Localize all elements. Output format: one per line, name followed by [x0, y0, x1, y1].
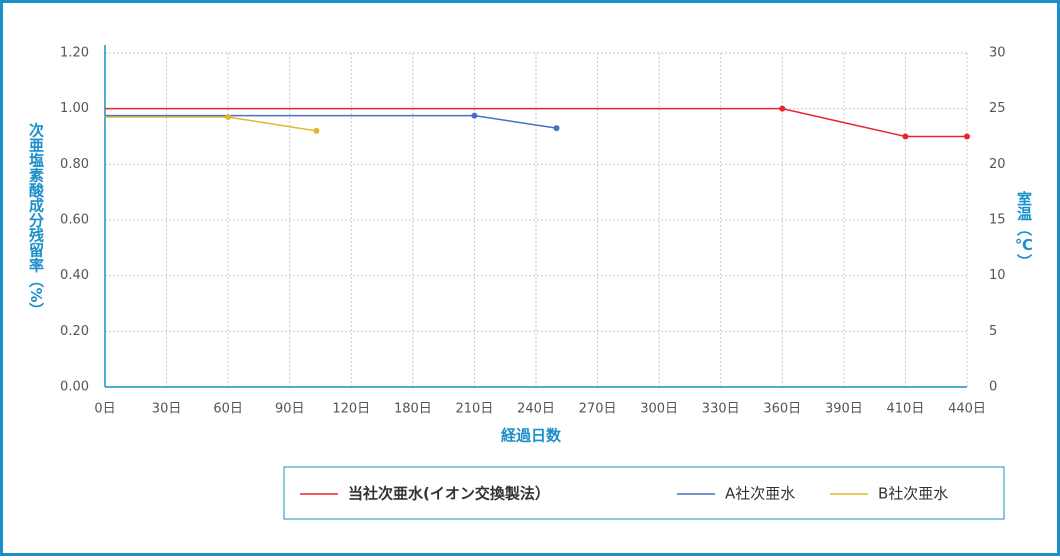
x-tick-label: 0日 [94, 402, 115, 417]
y2-tick-label: 25 [989, 101, 1006, 116]
x-tick-label: 180日 [394, 402, 432, 417]
legend-box [283, 466, 1005, 520]
x-tick-label: 390日 [825, 402, 863, 417]
y-tick-label: 1.20 [60, 46, 89, 61]
point [779, 105, 786, 112]
y2-tick-label: 10 [989, 268, 1006, 283]
y2-axis-title: 室温（℃） [1015, 190, 1033, 269]
series-line [105, 107, 967, 138]
point [225, 114, 232, 121]
y-axis-title: 次亜塩素酸成分残留率（%） [27, 122, 45, 318]
legend-label: 当社次亜水(イオン交換製法） [348, 485, 550, 503]
y-tick-label: 0.60 [60, 213, 89, 228]
y2-tick-label: 0 [989, 380, 997, 395]
x-tick-label: 60日 [213, 402, 243, 417]
y2-tick-label: 15 [989, 213, 1006, 228]
point [553, 125, 560, 132]
x-tick-label: 440日 [948, 402, 986, 417]
y-tick-label: 0.20 [60, 324, 89, 339]
legend-label: B社次亜水 [878, 485, 948, 503]
x-tick-label: 210日 [456, 402, 494, 417]
y-tick-label: 0.40 [60, 268, 89, 283]
x-axis-title: 経過日数 [501, 427, 562, 445]
y2-tick-label: 30 [989, 46, 1006, 61]
x-tick-label: 330日 [702, 402, 740, 417]
y2-tick-label: 20 [989, 157, 1006, 172]
y-tick-label: 1.00 [60, 101, 89, 116]
point [313, 127, 320, 134]
x-tick-label: 360日 [763, 402, 801, 417]
legend-label: A社次亜水 [725, 485, 795, 503]
y-tick-label: 0.00 [60, 380, 89, 395]
x-tick-label: 240日 [517, 402, 555, 417]
x-tick-label: 90日 [275, 402, 305, 417]
point [902, 133, 909, 140]
x-tick-label: 300日 [640, 402, 678, 417]
y-tick-label: 0.80 [60, 157, 89, 172]
y2-tick-label: 5 [989, 324, 997, 339]
point [964, 133, 970, 140]
x-tick-label: 410日 [887, 402, 925, 417]
x-tick-label: 120日 [332, 402, 370, 417]
x-tick-label: 30日 [152, 402, 182, 417]
point [471, 112, 478, 119]
x-tick-label: 270日 [579, 402, 617, 417]
